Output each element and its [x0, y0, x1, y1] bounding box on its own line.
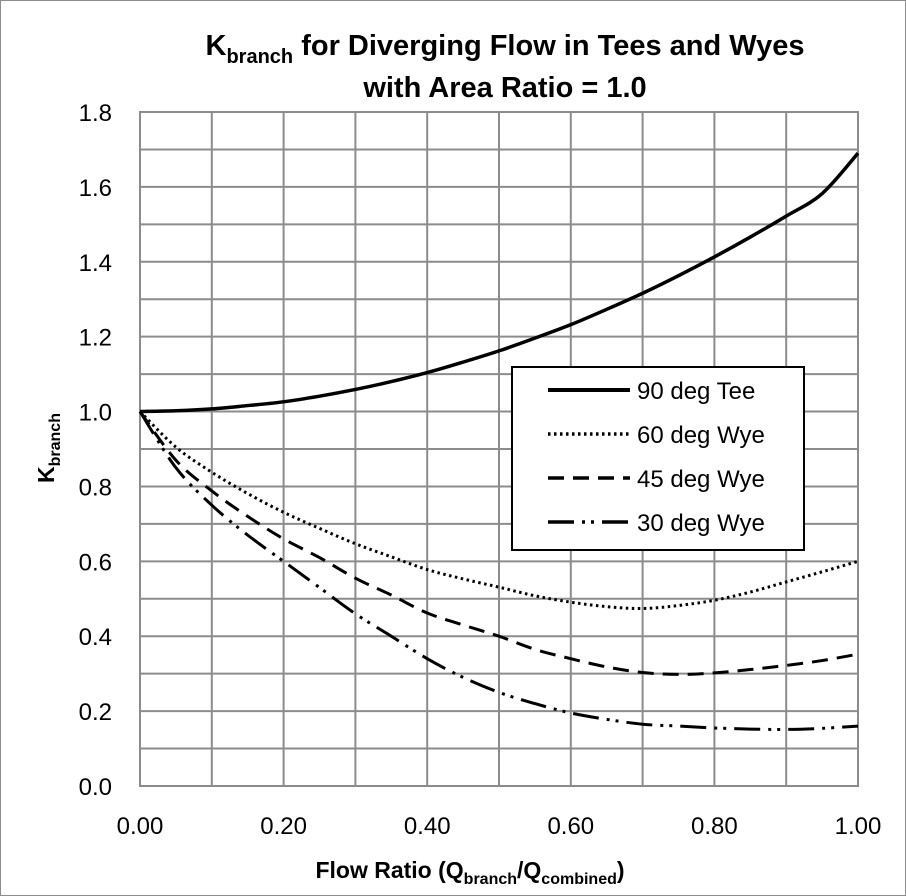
- y-label-main: K: [33, 466, 59, 483]
- tick-labels: 0.00 0.20 0.40 0.60 0.80 1.00 0.0 0.2 0.4 0.6 0.8 1…: [79, 100, 882, 840]
- y-tick-label: 0.2: [79, 699, 112, 726]
- x-label-sub1: branch: [464, 871, 517, 888]
- x-tick-label: 0.00: [117, 813, 164, 840]
- x-tick-label: 0.80: [691, 813, 738, 840]
- y-tick-label: 1.8: [79, 100, 112, 127]
- y-tick-label: 0.4: [79, 624, 112, 651]
- x-tick-label: 0.20: [260, 813, 307, 840]
- title-subscript: branch: [226, 46, 293, 68]
- x-label-sub2: combined: [541, 871, 617, 888]
- legend-label: 60 deg Wye: [637, 422, 765, 449]
- series-line-60-deg-wye: [138, 410, 859, 611]
- x-label-pre: Flow Ratio (Q: [315, 857, 463, 883]
- legend-label: 45 deg Wye: [637, 466, 765, 493]
- x-tick-label: 1.00: [835, 813, 882, 840]
- series-lines: [138, 152, 860, 731]
- y-tick-label: 1.0: [79, 400, 112, 427]
- legend-label: 30 deg Wye: [637, 510, 765, 537]
- y-axis-label: Kbranch: [33, 413, 64, 483]
- plot-area-border: [139, 111, 859, 787]
- x-tick-label: 0.60: [547, 813, 594, 840]
- series-line-90-deg-tee: [139, 152, 860, 414]
- x-axis-label: Flow Ratio (Qbranch/Qcombined): [315, 857, 624, 888]
- title-k: K: [206, 30, 227, 62]
- y-tick-label: 1.6: [79, 175, 112, 202]
- y-tick-label: 0.8: [79, 474, 112, 501]
- x-tick-label: 0.40: [404, 813, 451, 840]
- legend-box: [511, 366, 805, 551]
- title-rest: for Diverging Flow in Tees and Wyes: [293, 30, 804, 62]
- legend-label: 90 deg Tee: [637, 378, 755, 405]
- y-tick-label: 1.2: [79, 325, 112, 352]
- chart-title-line1: Kbranch for Diverging Flow in Tees and W…: [206, 30, 805, 68]
- series-line-30-deg-wye: [138, 410, 859, 731]
- x-label-mid: /Q: [517, 857, 541, 883]
- grid: [139, 111, 859, 787]
- y-label-sub: branch: [47, 413, 64, 466]
- chart-title-line2: with Area Ratio = 1.0: [362, 72, 646, 104]
- legend: 90 deg Tee 60 deg Wye 45 deg Wye 30 deg Wye: [511, 366, 805, 551]
- y-tick-label: 0.6: [79, 549, 112, 576]
- series-line-45-deg-wye: [138, 410, 859, 676]
- x-label-post: ): [617, 857, 625, 883]
- y-tick-label: 0.0: [79, 774, 112, 801]
- y-tick-label: 1.4: [79, 250, 112, 277]
